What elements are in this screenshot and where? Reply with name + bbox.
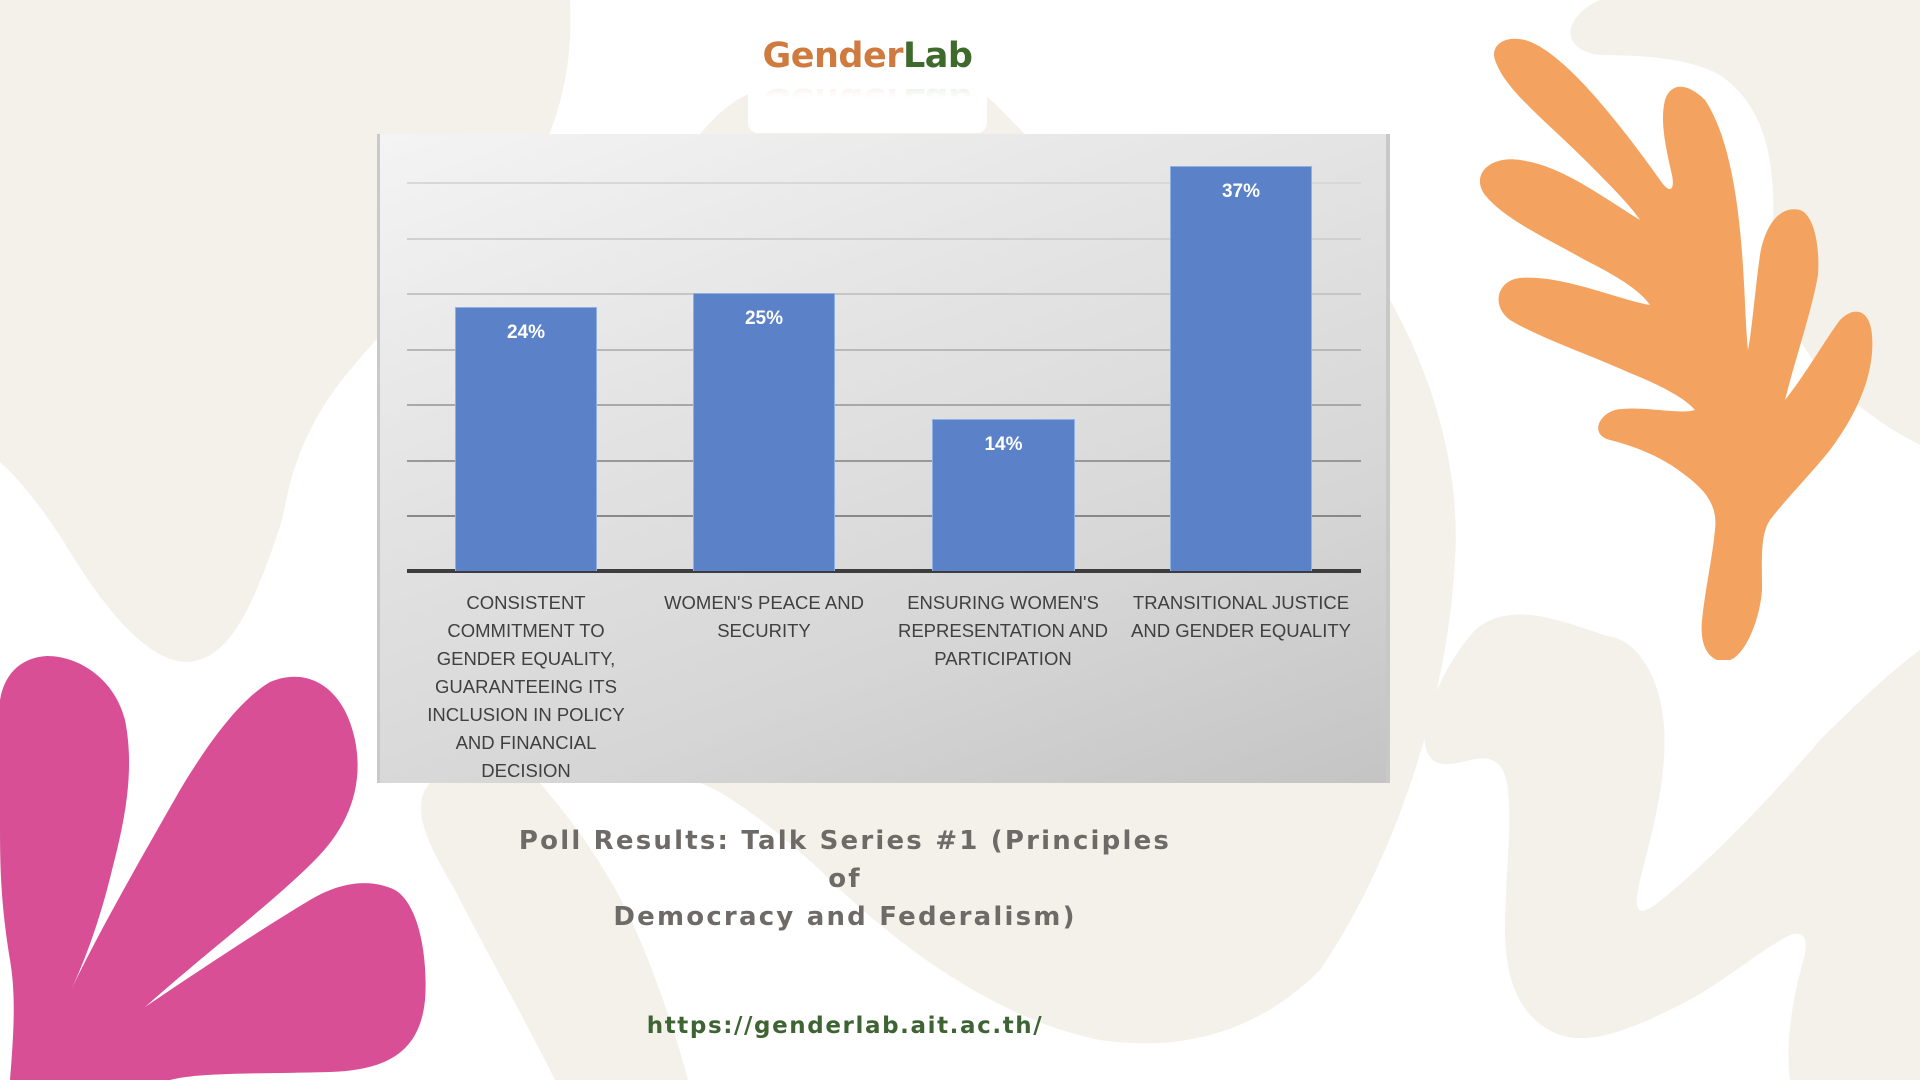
label-line: AND FINANCIAL <box>455 732 597 753</box>
label-line: DECISION <box>481 760 571 781</box>
label-line: SECURITY <box>717 620 811 641</box>
label-line: REPRESENTATION AND <box>897 620 1109 641</box>
x-axis-label-transitional-justice: TRANSITIONAL JUSTICE AND GENDER EQUALITY <box>1129 589 1353 645</box>
label-line: COMMITMENT TO <box>447 620 605 641</box>
bar-value-label: 25% <box>744 308 784 329</box>
label-line: TRANSITIONAL JUSTICE <box>1132 592 1350 613</box>
gridline <box>407 349 1361 351</box>
gridline <box>407 460 1361 462</box>
bar-value-label: 14% <box>984 434 1023 455</box>
pink-flower-shape <box>0 656 426 1080</box>
bar-value-label: 37% <box>1221 181 1261 202</box>
bar-value-label: 24% <box>506 322 546 343</box>
label-line: GENDER EQUALITY, <box>436 648 616 669</box>
label-line: INCLUSION IN POLICY <box>427 704 625 725</box>
label-line: CONSISTENT <box>466 592 586 613</box>
x-axis-label-consistent-commitment: CONSISTENT COMMITMENT TO GENDER EQUALITY… <box>414 589 638 785</box>
caption-line-2: Democracy and Federalism) <box>613 902 1077 932</box>
caption-line-1: Poll Results: Talk Series #1 (Principles… <box>518 826 1172 894</box>
x-axis-line <box>407 569 1361 573</box>
bar-womens-representation: 14% <box>932 419 1075 571</box>
bar-womens-peace-security: 25% <box>693 293 835 571</box>
beige-blob-center <box>700 300 1456 1044</box>
logo-container <box>748 30 987 133</box>
label-line: PARTICIPATION <box>934 648 1072 669</box>
logo-text-gender: Gender <box>762 36 904 76</box>
gridline <box>407 182 1361 184</box>
bar-chart: 24% 25% 14% 37% CONSISTENT COMMITMENT TO… <box>377 134 1390 783</box>
label-line: ENSURING WOMEN'S <box>907 592 1099 613</box>
beige-blob-bottom-left <box>420 783 688 1080</box>
gridline <box>407 515 1361 517</box>
genderlab-logo: GenderLab <box>748 34 987 78</box>
orange-leaf-shape <box>1479 38 1873 661</box>
website-link[interactable]: https://genderlab.ait.ac.th/ <box>646 1013 1044 1039</box>
logo-reflection-lab: Lab <box>902 80 973 120</box>
x-axis-label-womens-peace-security: WOMEN'S PEACE AND SECURITY <box>652 589 876 645</box>
logo-reflection: GenderLab <box>748 78 987 122</box>
gridline <box>407 293 1361 295</box>
x-axis-label-womens-representation: ENSURING WOMEN'S REPRESENTATION AND PART… <box>891 589 1115 673</box>
gridline <box>407 404 1361 406</box>
bar-consistent-commitment: 24% <box>455 307 597 571</box>
chart-caption: Poll Results: Talk Series #1 (Principles… <box>500 822 1190 936</box>
bar-transitional-justice: 37% <box>1170 166 1312 571</box>
label-line: AND GENDER EQUALITY <box>1131 620 1351 641</box>
logo-text-lab: Lab <box>902 36 973 76</box>
gridline <box>407 238 1361 240</box>
beige-blob-bottom-right <box>1424 614 1920 1080</box>
label-line: WOMEN'S PEACE AND <box>664 592 864 613</box>
logo-reflection-gender: Gender <box>762 80 903 120</box>
label-line: GUARANTEEING ITS <box>435 676 617 697</box>
